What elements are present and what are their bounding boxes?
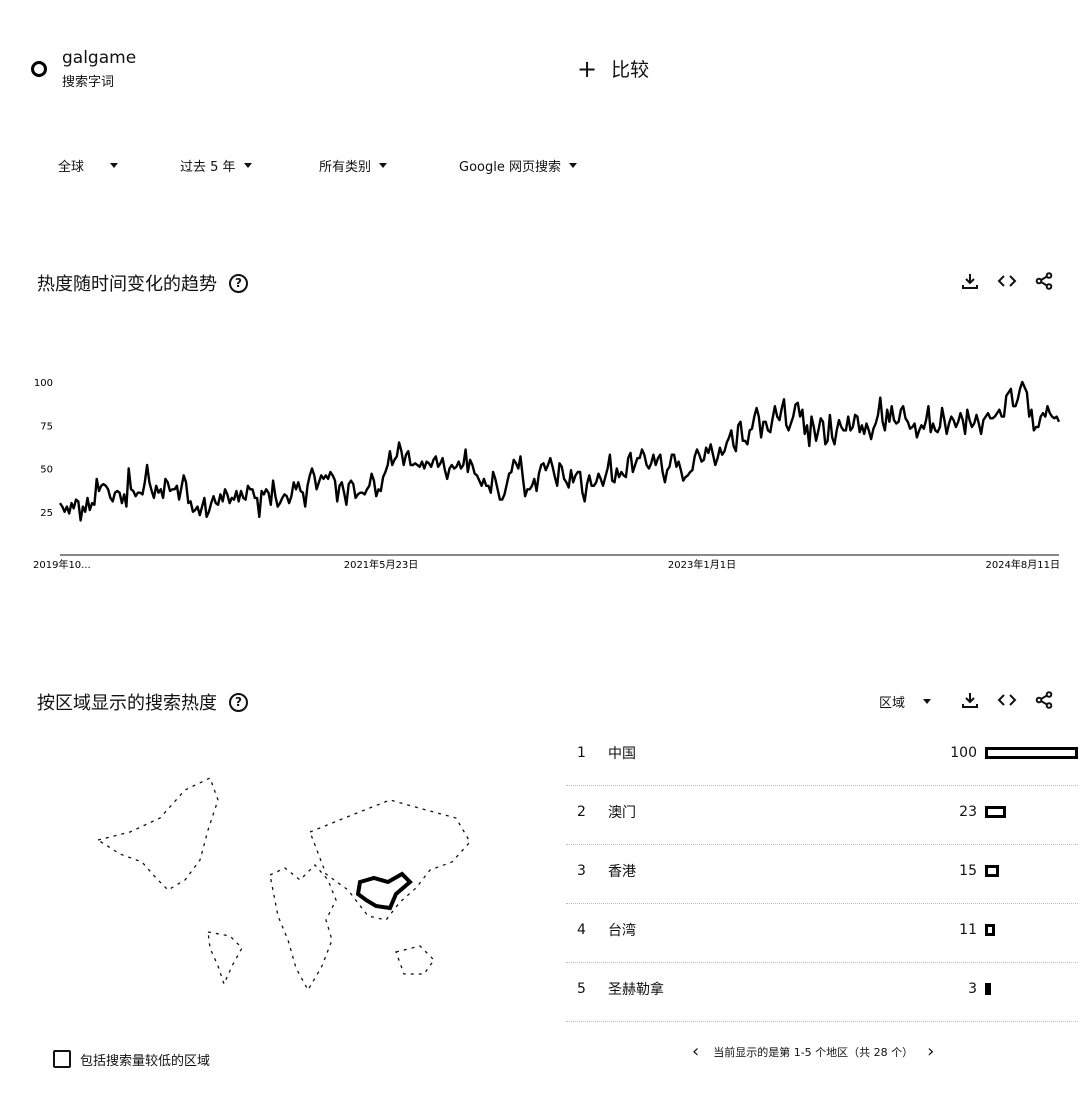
divider: [566, 785, 1078, 786]
download-icon[interactable]: [958, 688, 982, 712]
caret-down-icon: [923, 699, 932, 704]
region-section-header: 按区域显示的搜索热度 ?: [37, 689, 248, 715]
region-name[interactable]: 台湾: [608, 923, 636, 939]
world-map[interactable]: [90, 770, 480, 1000]
region-value-bar: [985, 924, 996, 936]
y-tick-label: 50: [40, 465, 53, 476]
map-asia[interactable]: [309, 799, 471, 921]
filter-search-type-dropdown[interactable]: Google 网页搜索: [459, 156, 577, 175]
region-value: 100: [950, 745, 977, 761]
map-south-america[interactable]: [207, 931, 243, 986]
region-name[interactable]: 香港: [608, 864, 636, 880]
divider: [566, 844, 1078, 845]
divider: [566, 903, 1078, 904]
region-section-title: 按区域显示的搜索热度: [37, 693, 217, 714]
embed-code-icon[interactable]: [995, 269, 1019, 293]
y-tick-label: 75: [40, 421, 53, 432]
caret-down-icon: [379, 163, 388, 168]
divider: [566, 962, 1078, 963]
help-icon[interactable]: ?: [229, 273, 248, 293]
region-pagination: ‹ 当前显示的是第 1-5 个地区（共 28 个） ›: [692, 1041, 934, 1062]
chevron-left-icon[interactable]: ‹: [692, 1041, 700, 1062]
region-rank: 5: [577, 981, 586, 997]
help-icon[interactable]: ?: [229, 692, 248, 712]
region-value: 23: [959, 804, 977, 820]
region-level-dropdown[interactable]: 区域: [879, 692, 932, 711]
filter-region-label: 全球: [58, 160, 85, 175]
divider: [566, 1021, 1078, 1022]
region-value-bar: [985, 806, 1007, 818]
map-north-america[interactable]: [96, 777, 219, 891]
interest-over-time-header: 热度随时间变化的趋势 ?: [37, 270, 248, 296]
trend-line-chart[interactable]: 25 50 75 100 2019年10... 2021年5月23日 2023年1月1日 20…: [0, 360, 1091, 580]
pagination-text: 当前显示的是第 1-5 个地区（共 28 个）: [713, 1045, 914, 1059]
filter-time-label: 过去 5 年: [180, 160, 236, 175]
map-europe-africa[interactable]: [269, 864, 337, 992]
region-row[interactable]: 5 圣赫勒拿 3: [566, 960, 1078, 1018]
compare-label: 比较: [611, 59, 650, 81]
region-name[interactable]: 圣赫勒拿: [608, 982, 664, 998]
region-value: 3: [968, 981, 977, 997]
share-icon[interactable]: [1032, 688, 1056, 712]
search-term-type: 搜索字词: [62, 75, 115, 90]
x-tick-label: 2023年1月1日: [668, 558, 736, 571]
caret-down-icon: [568, 163, 577, 168]
series-line[interactable]: [58, 380, 1061, 522]
region-rank: 3: [577, 863, 586, 879]
region-rank: 1: [577, 745, 586, 761]
x-tick-label: 2019年10...: [33, 558, 91, 571]
embed-code-icon[interactable]: [995, 688, 1019, 712]
compare-button[interactable]: + 比较: [577, 55, 649, 82]
search-term-name[interactable]: galgame: [62, 48, 137, 68]
region-value-bar: [985, 865, 999, 877]
y-tick-label: 25: [40, 508, 53, 519]
region-row[interactable]: 4 台湾 11: [566, 901, 1078, 959]
region-name[interactable]: 澳门: [608, 805, 636, 821]
download-icon[interactable]: [958, 269, 982, 293]
filter-region-dropdown[interactable]: 全球: [58, 156, 119, 175]
low-volume-label[interactable]: 包括搜索量较低的区域: [80, 1054, 211, 1069]
chevron-right-icon[interactable]: ›: [927, 1041, 935, 1062]
region-level-label: 区域: [879, 696, 906, 711]
caret-down-icon: [243, 163, 252, 168]
filter-category-label: 所有类别: [319, 160, 372, 175]
interest-over-time-title: 热度随时间变化的趋势: [37, 274, 217, 295]
region-rank: 4: [577, 922, 586, 938]
region-row[interactable]: 3 香港 15: [566, 842, 1078, 900]
region-name[interactable]: 中国: [608, 746, 636, 762]
x-tick-label: 2021年5月23日: [344, 558, 419, 571]
region-value: 15: [959, 863, 977, 879]
filter-search-type-label: Google 网页搜索: [459, 160, 561, 175]
plus-icon: +: [577, 54, 598, 83]
filter-category-dropdown[interactable]: 所有类别: [319, 156, 388, 175]
caret-down-icon: [110, 163, 119, 168]
share-icon[interactable]: [1032, 269, 1056, 293]
map-china-highlight[interactable]: [355, 871, 413, 911]
x-tick-label: 2024年8月11日: [985, 558, 1060, 571]
region-row[interactable]: 2 澳门 23: [566, 783, 1078, 841]
chart-actions: [958, 269, 1056, 293]
search-term-color-dot: [31, 61, 47, 77]
filter-time-dropdown[interactable]: 过去 5 年: [180, 156, 252, 175]
map-oceania[interactable]: [395, 945, 435, 975]
region-value: 11: [959, 922, 977, 938]
y-tick-label: 100: [34, 378, 53, 389]
region-value-bar: [985, 983, 991, 995]
low-volume-checkbox[interactable]: [53, 1050, 71, 1068]
region-actions: [958, 688, 1056, 712]
region-rank: 2: [577, 804, 586, 820]
region-value-bar: [985, 747, 1078, 759]
region-row[interactable]: 1 中国 100: [566, 724, 1078, 782]
